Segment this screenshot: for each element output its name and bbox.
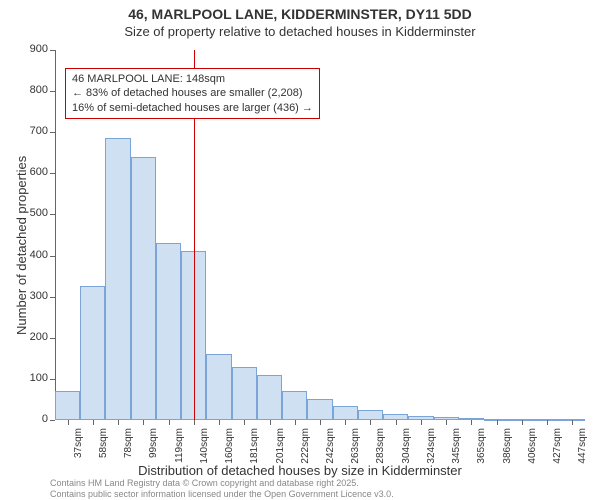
x-tick-mark bbox=[370, 420, 371, 425]
y-tick-label: 200 bbox=[20, 331, 48, 343]
histogram-bar bbox=[55, 391, 80, 420]
x-tick-mark bbox=[143, 420, 144, 425]
x-tick-mark bbox=[270, 420, 271, 425]
x-tick-label: 406sqm bbox=[527, 428, 538, 473]
annotation-line: ← 83% of detached houses are smaller (2,… bbox=[72, 86, 313, 100]
y-tick-mark bbox=[50, 214, 55, 215]
y-tick-mark bbox=[50, 132, 55, 133]
y-tick-label: 0 bbox=[20, 413, 48, 425]
x-tick-label: 386sqm bbox=[502, 428, 513, 473]
y-tick-label: 500 bbox=[20, 207, 48, 219]
y-tick-label: 400 bbox=[20, 249, 48, 261]
annotation-box: 46 MARLPOOL LANE: 148sqm← 83% of detache… bbox=[65, 68, 320, 119]
histogram-bar bbox=[282, 391, 307, 420]
y-tick-label: 700 bbox=[20, 125, 48, 137]
y-tick-label: 800 bbox=[20, 84, 48, 96]
x-tick-label: 263sqm bbox=[350, 428, 361, 473]
y-tick-mark bbox=[50, 256, 55, 257]
x-tick-label: 242sqm bbox=[325, 428, 336, 473]
footer-line-1: Contains HM Land Registry data © Crown c… bbox=[50, 478, 394, 489]
x-tick-mark bbox=[522, 420, 523, 425]
histogram-bar bbox=[232, 367, 257, 420]
y-tick-mark bbox=[50, 91, 55, 92]
x-tick-label: 140sqm bbox=[199, 428, 210, 473]
y-tick-mark bbox=[50, 420, 55, 421]
histogram-bar bbox=[131, 157, 156, 420]
y-tick-label: 600 bbox=[20, 166, 48, 178]
x-tick-label: 345sqm bbox=[451, 428, 462, 473]
histogram-bar bbox=[206, 354, 231, 420]
y-tick-mark bbox=[50, 173, 55, 174]
x-tick-mark bbox=[219, 420, 220, 425]
chart-container: { "chart": { "type": "histogram", "title… bbox=[0, 0, 600, 500]
x-tick-label: 181sqm bbox=[249, 428, 260, 473]
x-tick-mark bbox=[169, 420, 170, 425]
annotation-line: 16% of semi-detached houses are larger (… bbox=[72, 101, 313, 115]
x-tick-mark bbox=[244, 420, 245, 425]
x-tick-label: 283sqm bbox=[375, 428, 386, 473]
histogram-bar bbox=[257, 375, 282, 420]
y-tick-label: 100 bbox=[20, 372, 48, 384]
x-tick-mark bbox=[471, 420, 472, 425]
x-tick-mark bbox=[194, 420, 195, 425]
x-tick-label: 201sqm bbox=[275, 428, 286, 473]
x-tick-mark bbox=[572, 420, 573, 425]
chart-title: 46, MARLPOOL LANE, KIDDERMINSTER, DY11 5… bbox=[0, 6, 600, 22]
x-tick-mark bbox=[497, 420, 498, 425]
histogram-bar bbox=[80, 286, 105, 420]
footer-line-2: Contains public sector information licen… bbox=[50, 489, 394, 500]
x-tick-label: 58sqm bbox=[98, 428, 109, 473]
x-tick-mark bbox=[421, 420, 422, 425]
x-tick-mark bbox=[446, 420, 447, 425]
x-tick-label: 37sqm bbox=[73, 428, 84, 473]
histogram-bar bbox=[105, 138, 130, 420]
y-tick-mark bbox=[50, 379, 55, 380]
y-tick-mark bbox=[50, 50, 55, 51]
y-axis-label: Number of detached properties bbox=[14, 156, 29, 335]
x-tick-mark bbox=[68, 420, 69, 425]
x-tick-label: 324sqm bbox=[426, 428, 437, 473]
x-tick-mark bbox=[320, 420, 321, 425]
histogram-bar bbox=[156, 243, 181, 420]
x-tick-mark bbox=[345, 420, 346, 425]
x-tick-label: 99sqm bbox=[148, 428, 159, 473]
x-tick-label: 447sqm bbox=[577, 428, 588, 473]
y-tick-label: 300 bbox=[20, 290, 48, 302]
footer-attribution: Contains HM Land Registry data © Crown c… bbox=[50, 478, 394, 500]
x-tick-label: 78sqm bbox=[123, 428, 134, 473]
x-tick-label: 304sqm bbox=[401, 428, 412, 473]
histogram-bar bbox=[358, 410, 383, 420]
x-tick-mark bbox=[295, 420, 296, 425]
x-tick-label: 160sqm bbox=[224, 428, 235, 473]
x-tick-label: 427sqm bbox=[552, 428, 563, 473]
x-tick-mark bbox=[547, 420, 548, 425]
x-tick-mark bbox=[93, 420, 94, 425]
annotation-line: 46 MARLPOOL LANE: 148sqm bbox=[72, 72, 313, 86]
y-tick-label: 900 bbox=[20, 43, 48, 55]
x-tick-label: 222sqm bbox=[300, 428, 311, 473]
x-tick-label: 365sqm bbox=[476, 428, 487, 473]
y-tick-mark bbox=[50, 297, 55, 298]
x-tick-label: 119sqm bbox=[174, 428, 185, 473]
histogram-bar bbox=[333, 406, 358, 420]
x-tick-mark bbox=[396, 420, 397, 425]
chart-subtitle: Size of property relative to detached ho… bbox=[0, 24, 600, 39]
y-tick-mark bbox=[50, 338, 55, 339]
histogram-bar bbox=[307, 399, 332, 420]
x-tick-mark bbox=[118, 420, 119, 425]
